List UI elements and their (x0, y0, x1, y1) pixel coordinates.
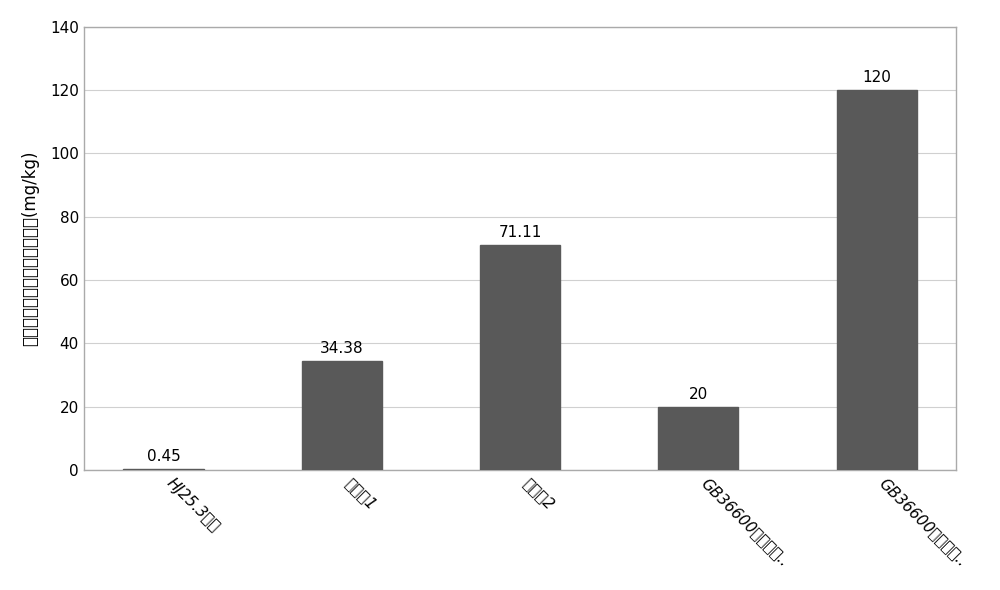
Text: 20: 20 (689, 387, 708, 402)
Y-axis label: 不同方法计算的硃风险控制值(mg/kg): 不同方法计算的硃风险控制值(mg/kg) (21, 150, 39, 346)
Text: 120: 120 (862, 70, 891, 86)
Bar (302, 361, 382, 470)
Text: 0.45: 0.45 (147, 449, 180, 464)
Text: 71.11: 71.11 (498, 225, 542, 240)
Bar (658, 407, 738, 470)
Bar (837, 90, 917, 470)
Bar (123, 468, 204, 470)
Bar (480, 245, 560, 470)
Text: 34.38: 34.38 (320, 342, 364, 356)
